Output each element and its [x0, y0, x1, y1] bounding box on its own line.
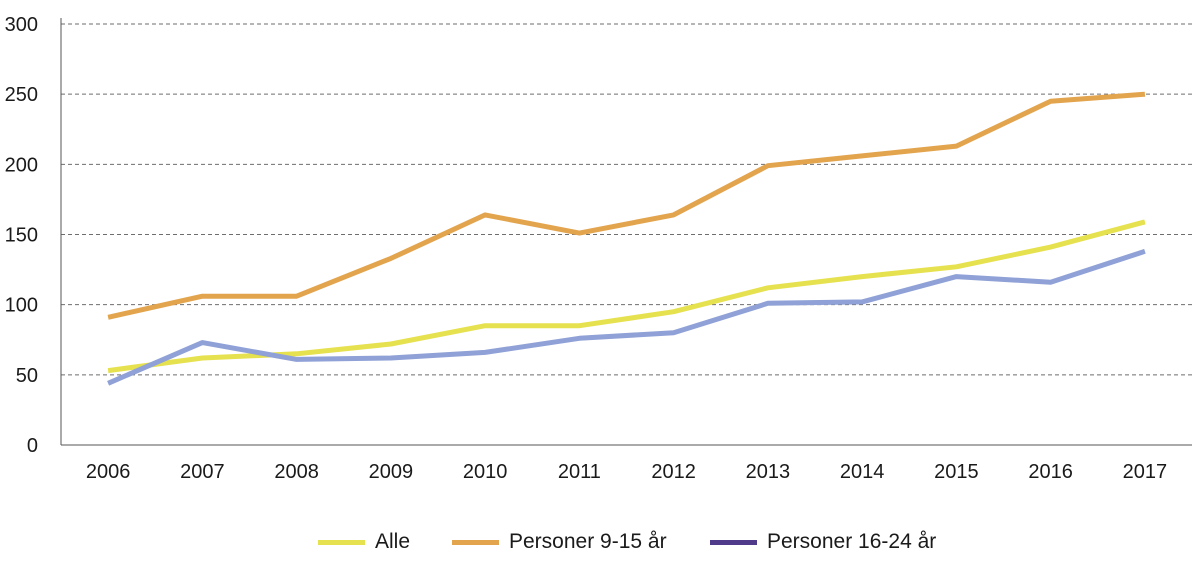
x-tick-label: 2006: [86, 461, 131, 483]
x-tick-label: 2015: [934, 461, 979, 483]
legend-item-alle: Alle: [318, 522, 410, 562]
series-line-1: [107, 91, 1146, 320]
x-axis-ticks: 2006 2007 2008 2009 2010 2011 2012 2013 2014 2015…: [86, 461, 1167, 483]
legend: Alle Personer 9-15 år Personer 16-24 år: [0, 522, 1200, 562]
x-tick-label: 2014: [840, 461, 885, 483]
x-tick-label: 2016: [1028, 461, 1073, 483]
y-axis-ticks: 0 50 100 150 200 250 300: [5, 14, 38, 457]
x-tick-label: 2007: [180, 461, 225, 483]
legend-label-alle: Alle: [375, 530, 411, 553]
legend-label-personer-9-15: Personer 9-15 år: [509, 530, 667, 553]
x-tick-label: 2013: [746, 461, 791, 483]
legend-label-personer-16-24: Personer 16-24 år: [767, 530, 937, 553]
x-tick-label: 2008: [274, 461, 319, 483]
y-tick-label: 150: [5, 225, 38, 247]
legend-swatch-personer-16-24: [710, 539, 757, 545]
y-tick-label: 300: [5, 14, 38, 36]
x-tick-label: 2017: [1123, 461, 1168, 483]
y-tick-label: 200: [5, 154, 38, 176]
series-line-2: [107, 248, 1146, 386]
y-tick-label: 0: [27, 435, 38, 457]
x-tick-label: 2010: [463, 461, 508, 483]
x-tick-label: 2009: [369, 461, 414, 483]
legend-item-personer-16-24: Personer 16-24 år: [710, 522, 936, 562]
y-tick-label: 50: [16, 365, 38, 387]
legend-item-personer-9-15: Personer 9-15 år: [452, 522, 667, 562]
y-tick-label: 250: [5, 84, 38, 106]
series-lines: [107, 91, 1146, 386]
y-tick-label: 100: [5, 295, 38, 317]
legend-swatch-personer-9-15: [452, 539, 499, 545]
axes: [60, 18, 1192, 446]
legend-swatch-alle: [318, 539, 365, 545]
gridlines: [61, 23, 1192, 376]
x-tick-label: 2012: [651, 461, 696, 483]
x-tick-label: 2011: [558, 461, 601, 483]
